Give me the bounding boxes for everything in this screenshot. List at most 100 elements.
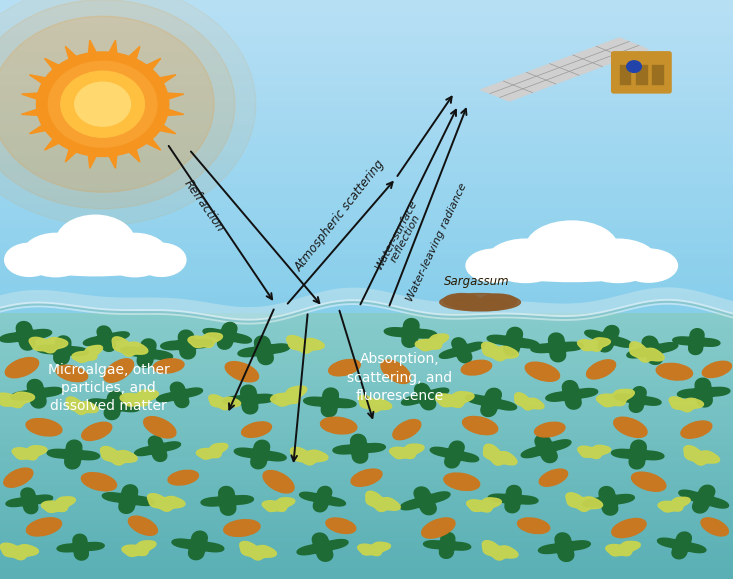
- Polygon shape: [487, 327, 539, 356]
- Bar: [0, 289, 733, 293]
- Bar: [0, 125, 733, 129]
- Bar: [0, 539, 733, 543]
- Bar: [0, 419, 733, 423]
- Bar: [0, 262, 733, 266]
- Bar: [0, 400, 733, 402]
- Bar: [0, 326, 733, 329]
- Ellipse shape: [225, 362, 259, 382]
- Bar: [0, 486, 733, 489]
- Polygon shape: [47, 440, 100, 469]
- Bar: [0, 192, 733, 196]
- Polygon shape: [41, 497, 75, 512]
- Bar: [0, 109, 733, 113]
- Bar: [0, 489, 733, 492]
- Bar: [0, 442, 733, 446]
- Bar: [0, 4, 733, 8]
- Bar: [0, 323, 733, 326]
- Bar: [0, 329, 733, 332]
- Bar: [0, 529, 733, 533]
- Polygon shape: [209, 395, 240, 410]
- Bar: [0, 496, 733, 499]
- Polygon shape: [150, 92, 184, 104]
- Bar: [0, 243, 733, 246]
- Polygon shape: [614, 387, 661, 412]
- Ellipse shape: [681, 421, 712, 438]
- Ellipse shape: [26, 419, 62, 436]
- Text: Microalgae, other
particles, and
dissolved matter: Microalgae, other particles, and dissolv…: [48, 362, 169, 413]
- Ellipse shape: [465, 299, 509, 310]
- Bar: [0, 176, 733, 179]
- Ellipse shape: [466, 249, 523, 282]
- Bar: [0, 184, 733, 188]
- Bar: [0, 266, 733, 270]
- Bar: [0, 160, 733, 164]
- Bar: [0, 188, 733, 192]
- Bar: [0, 285, 733, 289]
- Polygon shape: [84, 326, 129, 351]
- Ellipse shape: [351, 469, 382, 486]
- Bar: [0, 543, 733, 545]
- Bar: [0, 559, 733, 562]
- Ellipse shape: [579, 239, 657, 283]
- Polygon shape: [103, 485, 154, 514]
- Polygon shape: [262, 498, 295, 511]
- Bar: [0, 117, 733, 121]
- Bar: [0, 226, 733, 230]
- Bar: [0, 8, 733, 12]
- Bar: [0, 199, 733, 203]
- Polygon shape: [0, 392, 34, 408]
- Bar: [0, 545, 733, 549]
- Polygon shape: [630, 342, 664, 362]
- Polygon shape: [480, 38, 649, 101]
- Polygon shape: [416, 334, 449, 351]
- Ellipse shape: [104, 359, 133, 382]
- Bar: [0, 113, 733, 117]
- Bar: [0, 78, 733, 82]
- Bar: [0, 67, 733, 70]
- Bar: [0, 211, 733, 215]
- Polygon shape: [65, 46, 87, 72]
- Ellipse shape: [461, 360, 492, 375]
- Bar: [0, 102, 733, 105]
- Ellipse shape: [48, 61, 157, 147]
- Polygon shape: [29, 338, 67, 353]
- FancyBboxPatch shape: [611, 52, 671, 93]
- Polygon shape: [0, 321, 51, 350]
- Polygon shape: [611, 440, 664, 469]
- Bar: [0, 23, 733, 27]
- Polygon shape: [358, 542, 391, 556]
- Bar: [0, 359, 733, 362]
- Ellipse shape: [56, 365, 88, 382]
- Ellipse shape: [22, 233, 89, 277]
- Polygon shape: [679, 485, 729, 513]
- Bar: [0, 383, 733, 386]
- Ellipse shape: [620, 249, 677, 282]
- Ellipse shape: [381, 360, 410, 383]
- Bar: [0, 449, 733, 453]
- Polygon shape: [203, 323, 251, 349]
- Bar: [0, 516, 733, 519]
- Polygon shape: [384, 318, 437, 347]
- Polygon shape: [515, 393, 544, 410]
- Ellipse shape: [26, 518, 62, 536]
- Bar: [0, 141, 733, 145]
- Bar: [0, 51, 733, 55]
- Polygon shape: [400, 487, 450, 515]
- Ellipse shape: [463, 416, 498, 435]
- Bar: [0, 105, 733, 109]
- Polygon shape: [465, 389, 517, 416]
- Polygon shape: [366, 491, 400, 511]
- Bar: [636, 65, 648, 85]
- Bar: [0, 156, 733, 160]
- Bar: [0, 293, 733, 297]
- Bar: [0, 16, 733, 20]
- Ellipse shape: [82, 422, 111, 441]
- Bar: [0, 27, 733, 31]
- Text: Water-leaving radiance: Water-leaving radiance: [405, 181, 468, 303]
- Bar: [0, 164, 733, 168]
- Bar: [0, 98, 733, 102]
- Bar: [0, 254, 733, 258]
- Polygon shape: [546, 380, 597, 409]
- Polygon shape: [677, 378, 730, 407]
- Text: Sargassum: Sargassum: [443, 275, 509, 288]
